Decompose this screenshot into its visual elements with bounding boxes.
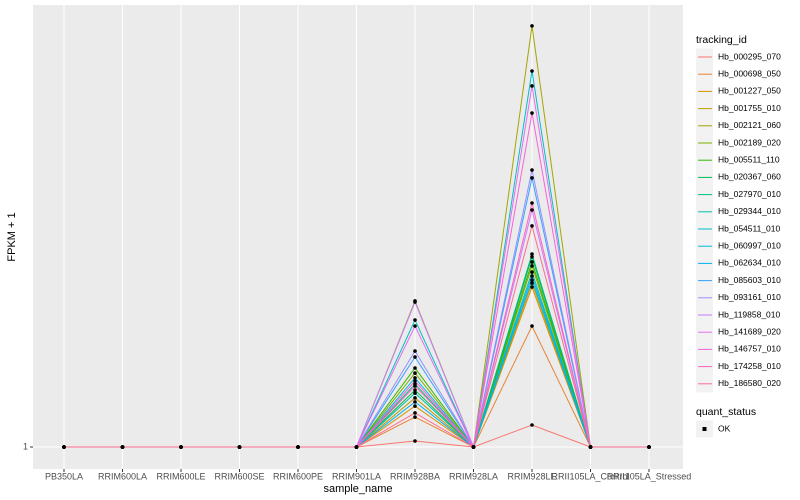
data-point — [530, 270, 534, 274]
data-point — [530, 111, 534, 115]
legend-title: quant_status — [696, 406, 756, 418]
data-point — [413, 355, 417, 359]
y-tick-label: 1 — [23, 441, 28, 451]
data-point — [413, 318, 417, 322]
data-point — [530, 423, 534, 427]
x-tick-label: RRIM600LA — [98, 471, 147, 481]
legend-label: Hb_001227_050 — [718, 86, 781, 96]
data-point — [413, 324, 417, 328]
legend-label: Hb_000295_070 — [718, 51, 781, 61]
legend-label: OK — [718, 423, 731, 433]
data-point — [530, 285, 534, 289]
data-point — [530, 281, 534, 285]
data-point — [530, 208, 534, 212]
data-point — [413, 371, 417, 375]
legend-label: Hb_146757_010 — [718, 344, 781, 354]
data-point — [413, 384, 417, 388]
data-point — [530, 224, 534, 228]
data-point — [413, 415, 417, 419]
data-point — [413, 439, 417, 443]
x-tick-label: RRIM901LA — [332, 471, 381, 481]
legend-label: Hb_054511_010 — [718, 223, 781, 233]
x-tick-label: RRIM928LA — [449, 471, 498, 481]
x-tick-label: RRIM600SE — [214, 471, 264, 481]
legend-label: Hb_060997_010 — [718, 240, 781, 250]
legend-label: Hb_020367_060 — [718, 172, 781, 182]
legend-label: Hb_093161_010 — [718, 292, 781, 302]
legend-swatch — [702, 427, 707, 431]
data-point — [413, 376, 417, 380]
x-tick-label: RRIM600PE — [273, 471, 323, 481]
data-point — [413, 411, 417, 415]
data-point — [530, 255, 534, 259]
x-tick-label: RRII105LA_Control — [551, 471, 629, 481]
legend-label: Hb_062634_010 — [718, 258, 781, 268]
data-point — [413, 388, 417, 392]
data-point — [530, 24, 534, 28]
x-tick-label: RRII105LA_Stressed — [607, 471, 692, 481]
x-tick-label: PB350LA — [45, 471, 83, 481]
legend-label: Hb_085603_010 — [718, 275, 781, 285]
legend-label: Hb_119858_010 — [718, 309, 781, 319]
data-point — [179, 445, 183, 449]
data-point — [647, 445, 651, 449]
data-point — [413, 404, 417, 408]
data-point — [413, 400, 417, 404]
data-point — [530, 84, 534, 88]
x-tick-label: RRIM928LE — [507, 471, 556, 481]
data-point — [354, 445, 359, 449]
legend-label: Hb_000698_050 — [718, 68, 781, 78]
data-point — [530, 260, 534, 264]
data-point — [296, 445, 300, 449]
data-point — [530, 176, 534, 180]
legend-label: Hb_027970_010 — [718, 189, 781, 199]
legend-label: Hb_002189_020 — [718, 137, 781, 147]
data-point — [413, 300, 417, 304]
data-point — [413, 379, 417, 383]
data-point — [530, 264, 534, 268]
data-point — [530, 201, 534, 205]
data-point — [413, 391, 417, 395]
data-point — [471, 445, 476, 449]
x-tick-label: RRIM600LE — [156, 471, 205, 481]
legend-label: Hb_029344_010 — [718, 206, 781, 216]
data-point — [413, 396, 417, 400]
legend-label: Hb_001755_010 — [718, 103, 781, 113]
data-point — [530, 324, 534, 328]
data-point — [120, 445, 125, 449]
panel — [33, 5, 683, 469]
legend-label: Hb_141689_020 — [718, 326, 781, 336]
legend-title: tracking_id — [696, 34, 747, 46]
data-point — [588, 445, 593, 449]
data-point — [413, 366, 417, 370]
data-point — [237, 445, 242, 449]
legend-label: Hb_174258_010 — [718, 361, 781, 371]
y-axis-label: FPKM + 1 — [6, 212, 18, 261]
data-point — [530, 278, 534, 282]
legend-label: Hb_005511_110 — [718, 154, 780, 164]
data-point — [530, 274, 534, 278]
legend-label: Hb_186580_020 — [718, 378, 781, 388]
data-point — [413, 349, 417, 353]
legend-label: Hb_002121_060 — [718, 120, 781, 130]
data-point — [62, 445, 66, 449]
data-point — [530, 252, 534, 256]
data-point — [530, 168, 534, 172]
data-point — [530, 69, 534, 73]
x-axis-label: sample_name — [323, 483, 392, 495]
x-tick-label: RRIM928BA — [390, 471, 440, 481]
